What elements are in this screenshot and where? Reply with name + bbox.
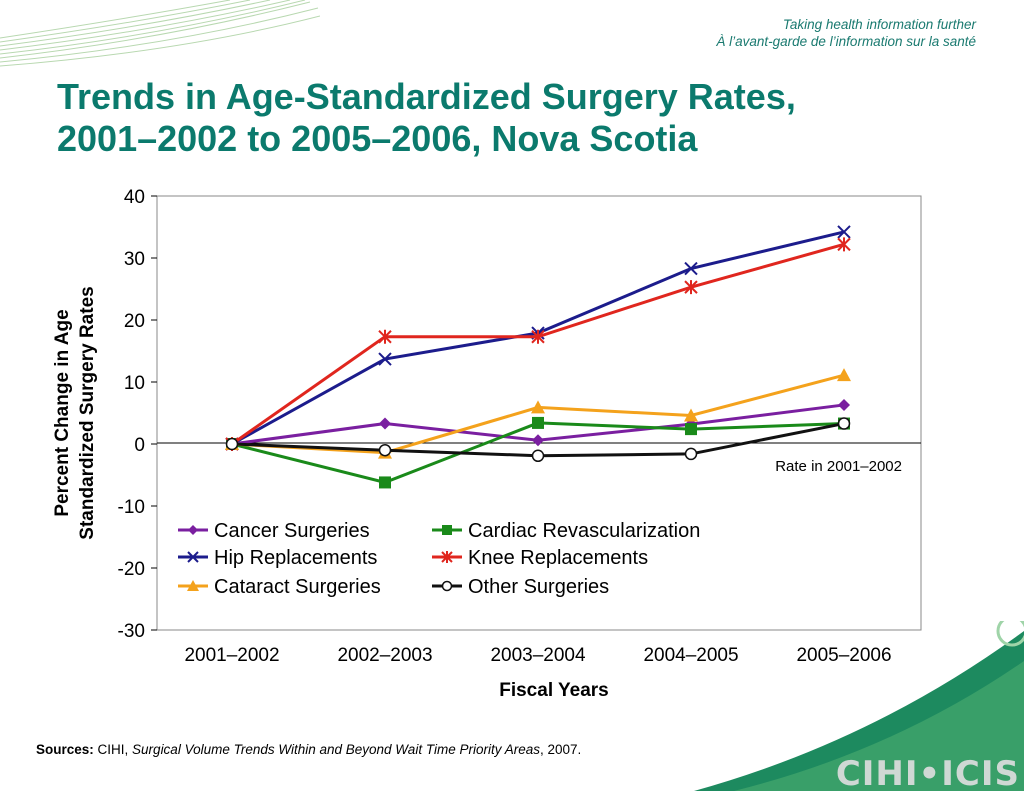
data-point-triangle-marker (531, 400, 545, 414)
y-tick-label: 30 (124, 249, 145, 270)
x-axis-label: Fiscal Years (499, 680, 609, 701)
sources-org: CIHI, (93, 742, 133, 757)
header-swoosh-lines (0, 0, 320, 67)
y-tick-label: 10 (124, 373, 145, 394)
data-point-circle-marker (531, 449, 545, 463)
legend-item: Cataract Surgeries (178, 576, 381, 598)
series-layer (225, 225, 851, 489)
legend-label: Cardiac Revascularization (468, 520, 700, 542)
data-point-triangle-marker (187, 580, 199, 591)
data-point-circle-marker (441, 580, 453, 592)
legend-item: Cancer Surgeries (178, 520, 370, 542)
sources-year: , 2007. (539, 742, 582, 757)
y-axis-label: Percent Change in Age Standardized Surge… (52, 286, 98, 539)
data-point-star-marker (684, 280, 698, 295)
x-tick-label: 2002–2003 (337, 645, 432, 666)
data-point-star-marker (837, 237, 851, 252)
data-point-diamond-marker (532, 434, 544, 447)
data-point-x-marker (837, 225, 851, 239)
slide-title-line-2: 2001–2002 to 2005–2006, Nova Scotia (57, 118, 698, 159)
sources-publication: Surgical Volume Trends Within and Beyond… (132, 742, 540, 757)
data-point-square-marker (532, 416, 544, 429)
data-point-square-marker (379, 476, 391, 489)
data-point-circle-marker (378, 443, 392, 457)
data-point-x-marker (187, 551, 199, 563)
data-point-square-marker (442, 525, 452, 535)
data-point-square-marker (685, 423, 697, 436)
legend-label: Other Surgeries (468, 576, 609, 598)
tagline-english: Taking health information further (782, 17, 976, 32)
series-5 (225, 417, 851, 463)
x-axis: 2001–2002 2002–2003 2003–2004 2004–2005 2005… (184, 645, 891, 666)
data-point-diamond-marker (188, 525, 198, 535)
legend-label: Hip Replacements (214, 547, 377, 569)
baseline-label: Rate in 2001–2002 (775, 458, 902, 475)
slide-title: Trends in Age-Standardized Surgery Rates… (57, 76, 957, 160)
y-tick-label: 40 (124, 187, 145, 208)
footer-decor-wave (694, 621, 1024, 791)
y-tick-label: -10 (118, 497, 145, 518)
data-point-triangle-marker (684, 408, 698, 422)
data-point-star-marker (441, 551, 453, 563)
data-point-diamond-marker (379, 417, 391, 430)
legend-label: Cataract Surgeries (214, 576, 381, 598)
y-tick-label: 0 (134, 435, 145, 456)
y-tick-label: 20 (124, 311, 145, 332)
data-point-star-marker (378, 329, 392, 344)
legend-label: Cancer Surgeries (214, 520, 370, 542)
data-point-circle-marker (684, 447, 698, 461)
cihi-logo: CIHI•ICIS (835, 754, 1020, 794)
slide-title-line-1: Trends in Age-Standardized Surgery Rates… (57, 76, 796, 117)
data-point-circle-marker (837, 417, 851, 430)
legend-item: Other Surgeries (432, 576, 609, 598)
sources-note: Sources: CIHI, Surgical Volume Trends Wi… (36, 742, 581, 757)
sources-label: Sources: (36, 742, 94, 757)
x-tick-label: 2004–2005 (643, 645, 738, 666)
legend-item: Knee Replacements (432, 547, 648, 569)
y-axis-label-line-2: Standardized Surgery Rates (77, 286, 98, 539)
y-axis: 40 30 20 10 0 -10 -20 -30 (118, 187, 157, 642)
data-point-diamond-marker (838, 398, 850, 411)
data-point-x-marker (684, 261, 698, 276)
data-point-x-marker (378, 352, 392, 366)
legend: Cancer Surgeries Cardiac Revascularizatio… (178, 520, 700, 598)
y-tick-label: -20 (118, 559, 145, 580)
legend-label: Knee Replacements (468, 547, 648, 569)
x-tick-label: 2003–2004 (490, 645, 586, 666)
tagline-french: À l’avant-garde de l’information sur la … (716, 34, 976, 49)
legend-item: Cardiac Revascularization (432, 520, 700, 542)
data-point-star-marker (531, 329, 545, 344)
data-point-circle-marker (225, 437, 239, 451)
x-tick-label: 2005–2006 (796, 645, 891, 666)
y-axis-label-line-1: Percent Change in Age (52, 309, 73, 516)
legend-item: Hip Replacements (178, 547, 377, 569)
x-tick-label: 2001–2002 (184, 645, 279, 666)
data-point-triangle-marker (837, 368, 851, 382)
header-tagline: Taking health information further À l’av… (716, 16, 976, 50)
y-tick-label: -30 (118, 621, 145, 642)
